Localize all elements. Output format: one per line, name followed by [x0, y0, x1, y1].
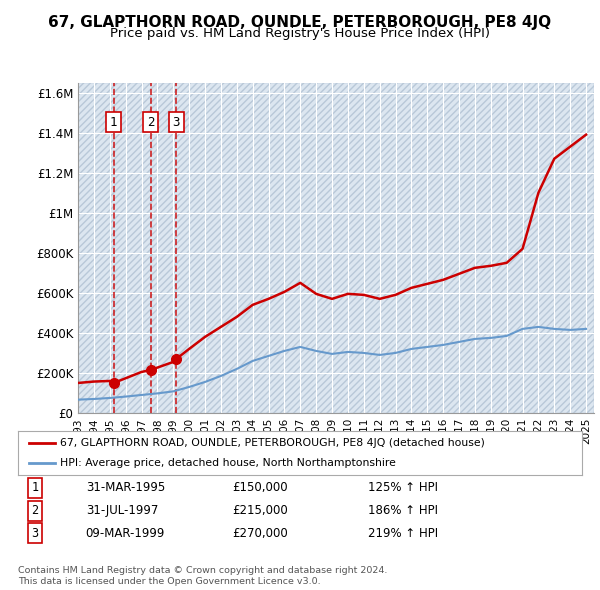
Text: 31-JUL-1997: 31-JUL-1997: [86, 504, 158, 517]
Text: 3: 3: [31, 527, 38, 540]
Text: 67, GLAPTHORN ROAD, OUNDLE, PETERBOROUGH, PE8 4JQ (detached house): 67, GLAPTHORN ROAD, OUNDLE, PETERBOROUGH…: [60, 438, 485, 448]
Text: 31-MAR-1995: 31-MAR-1995: [86, 481, 165, 494]
Text: 2: 2: [31, 504, 38, 517]
Text: £215,000: £215,000: [232, 504, 288, 517]
Text: 09-MAR-1999: 09-MAR-1999: [86, 527, 165, 540]
Text: 2: 2: [147, 116, 154, 129]
Text: Contains HM Land Registry data © Crown copyright and database right 2024.
This d: Contains HM Land Registry data © Crown c…: [18, 566, 388, 586]
Text: Price paid vs. HM Land Registry's House Price Index (HPI): Price paid vs. HM Land Registry's House …: [110, 27, 490, 40]
Text: 125% ↑ HPI: 125% ↑ HPI: [368, 481, 437, 494]
Text: 1: 1: [31, 481, 38, 494]
Text: 67, GLAPTHORN ROAD, OUNDLE, PETERBOROUGH, PE8 4JQ: 67, GLAPTHORN ROAD, OUNDLE, PETERBOROUGH…: [49, 15, 551, 30]
Text: £150,000: £150,000: [232, 481, 288, 494]
Text: 219% ↑ HPI: 219% ↑ HPI: [368, 527, 438, 540]
Text: 186% ↑ HPI: 186% ↑ HPI: [368, 504, 437, 517]
Text: 3: 3: [173, 116, 180, 129]
Text: £270,000: £270,000: [232, 527, 288, 540]
Text: HPI: Average price, detached house, North Northamptonshire: HPI: Average price, detached house, Nort…: [60, 458, 396, 467]
Text: 1: 1: [110, 116, 118, 129]
